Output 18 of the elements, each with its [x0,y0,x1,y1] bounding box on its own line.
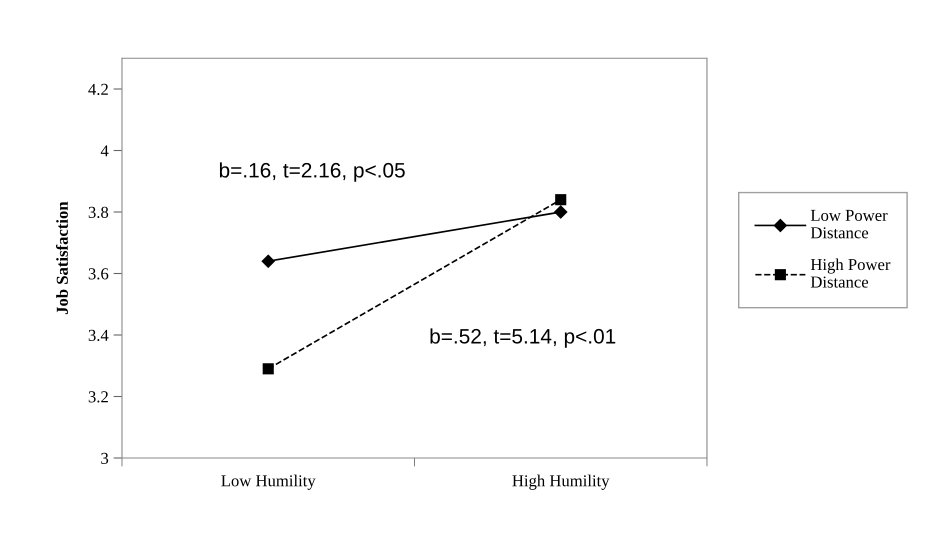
y-tick-label: 3.4 [88,330,109,342]
y-tick-label: 3.8 [88,206,108,218]
x-tick-label: High Humility [512,474,610,490]
legend-label: Low Power Distance [810,210,888,238]
y-tick-label: 3.6 [88,268,108,280]
y-axis-title: Job Satisfaction [56,202,68,314]
point [555,194,566,206]
y-tick-label: 4 [100,145,109,156]
x-tick-label: Low Humility [221,474,316,490]
point [262,254,275,268]
legend-label: High Power Distance [810,258,890,288]
annotation: b=.16, t=2.16, p<.05 [220,162,405,182]
y-tick-label: 4.2 [88,84,108,96]
annotation: b=.52, t=5.14, p<.01 [430,328,616,348]
point [262,363,274,374]
y-tick-label: 3 [101,452,108,464]
y-tick-label: 3.2 [88,391,108,403]
point [554,205,568,219]
